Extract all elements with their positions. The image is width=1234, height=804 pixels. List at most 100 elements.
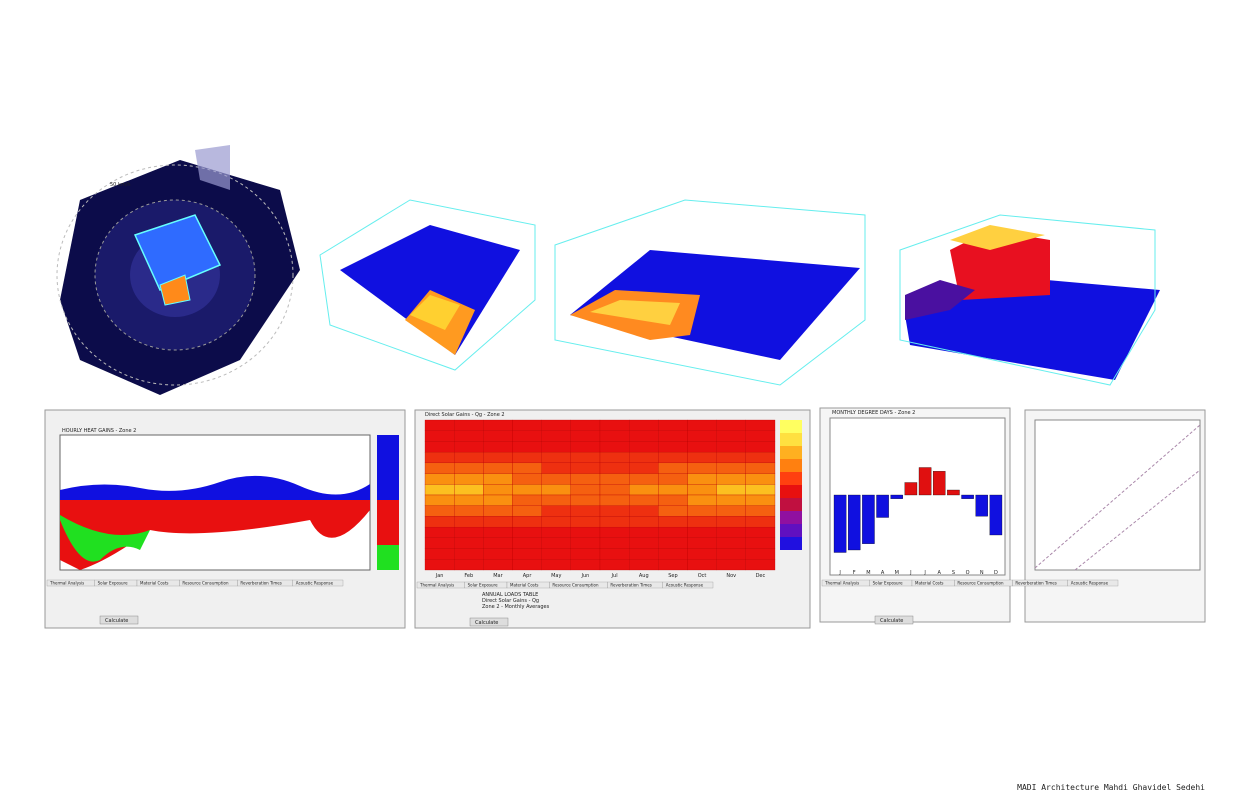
heat-cell (629, 516, 659, 528)
solar-legend-cell (780, 537, 802, 550)
heat-cell (512, 451, 542, 464)
heat-cell (483, 484, 513, 496)
month-initial: O (966, 570, 970, 576)
solar-gains-title: Direct Solar Gains - Qg - Zone 2 (425, 412, 505, 418)
month-label: Feb (464, 573, 473, 579)
heat-cell (454, 451, 484, 464)
tab-label: Reverberation Times (610, 583, 651, 588)
heat-cell (745, 451, 776, 464)
heat-cell (629, 451, 659, 464)
heat-cell (570, 430, 601, 442)
solar-legend-cell (780, 472, 802, 485)
month-label: Jan (435, 573, 444, 579)
heat-cell (541, 430, 571, 442)
degree-day-bar (833, 494, 847, 553)
heat-cell (570, 451, 601, 464)
heat-cell (424, 559, 455, 571)
heat-cell (541, 559, 571, 571)
heat-cell (483, 462, 513, 474)
heat-cell (570, 484, 601, 496)
heat-cell (716, 559, 746, 571)
heat-cell (745, 537, 776, 549)
month-initial: D (994, 570, 998, 576)
heat-cell (745, 473, 776, 485)
degree-day-bar (961, 494, 974, 499)
heat-cell (629, 462, 659, 474)
heat-cell (599, 430, 630, 442)
heat-cell (512, 484, 542, 496)
tab-label: Acoustic Response (1071, 581, 1109, 586)
heat-cell (629, 537, 659, 549)
heat-cell (599, 441, 630, 453)
heat-cell (483, 419, 513, 431)
table-line: ANNUAL LOADS TABLE (482, 592, 538, 598)
heat-cell (570, 462, 601, 474)
heat-cell (687, 548, 717, 560)
heat-cell (687, 441, 717, 453)
heat-cell (629, 559, 659, 571)
heat-cell (541, 526, 571, 539)
heat-cell (483, 441, 513, 453)
model-2 (554, 199, 866, 386)
tab-label: Material Costs (140, 581, 169, 586)
degree-day-bar (975, 494, 988, 517)
heat-cell (687, 505, 717, 517)
heat-cell (541, 419, 571, 431)
month-label: Jun (581, 573, 590, 579)
heat-cell (454, 494, 484, 506)
heat-cell (541, 494, 571, 506)
tab-label: Solar Exposure (468, 583, 499, 588)
month-label: May (551, 573, 561, 579)
heat-cell (599, 462, 630, 474)
month-initial: N (980, 570, 984, 576)
heat-cell (658, 537, 688, 549)
solar-legend-cell (780, 459, 802, 472)
heat-cell (716, 505, 746, 517)
tab (1067, 579, 1119, 587)
heat-cell (424, 441, 455, 453)
heat-cell (512, 537, 542, 549)
heat-cell (424, 494, 455, 506)
calculate-button (469, 617, 509, 627)
heat-cell (570, 526, 601, 539)
heat-cell (512, 462, 542, 474)
month-initial: J (838, 570, 840, 576)
solar-legend-cell (780, 433, 802, 446)
degree-day-bar (933, 471, 946, 496)
heat-cell (424, 462, 455, 474)
degree-day-bar (862, 494, 875, 544)
heat-cell (745, 430, 776, 442)
heat-cell (745, 559, 776, 571)
heat-cell (512, 505, 542, 517)
heat-cell (424, 430, 455, 442)
degree-days-title: MONTHLY DEGREE DAYS - Zone 2 (832, 410, 915, 416)
heat-cell (716, 462, 746, 474)
heat-cell (483, 526, 513, 539)
heat-cell (570, 537, 601, 549)
heat-cell (629, 441, 659, 453)
tab-label: Material Costs (915, 581, 944, 586)
tab-label: Thermal Analysis (49, 581, 84, 586)
heat-cell (599, 494, 630, 506)
heat-cell (541, 505, 571, 517)
heat-cell (570, 516, 601, 528)
heat-cell (541, 441, 571, 453)
solar-legend-cell (780, 420, 802, 433)
tab-label: Material Costs (510, 583, 539, 588)
heat-cell (424, 548, 455, 560)
heat-cell (541, 473, 571, 485)
heat-cell (483, 559, 513, 571)
calculate-label: Calculate (880, 618, 903, 624)
month-label: Sep (668, 573, 677, 579)
heat-cell (629, 430, 659, 442)
month-initial: A (881, 570, 885, 576)
degree-day-bar (989, 494, 1003, 536)
heat-cell (512, 494, 542, 506)
tab (292, 579, 344, 587)
month-label: Dec (756, 573, 766, 579)
heat-cell (541, 451, 571, 464)
calculate-button (99, 615, 139, 625)
solar-legend-cell (780, 498, 802, 511)
heat-cell (541, 537, 571, 549)
